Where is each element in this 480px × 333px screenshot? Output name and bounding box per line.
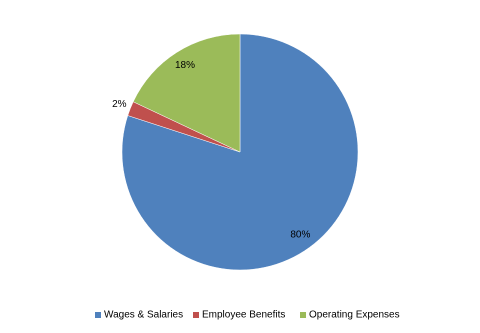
data-label: 18% [175,60,195,71]
legend-swatch [300,312,306,318]
legend-label: Employee Benefits [202,310,285,321]
data-label: 2% [112,99,127,110]
legend-label: Wages & Salaries [104,310,183,321]
pie-slice [121,33,359,271]
legend-label: Operating Expenses [309,310,400,321]
legend-swatch [193,312,199,318]
legend-swatch [95,312,101,318]
pie-slice [132,33,241,153]
data-label: 80% [290,230,310,241]
